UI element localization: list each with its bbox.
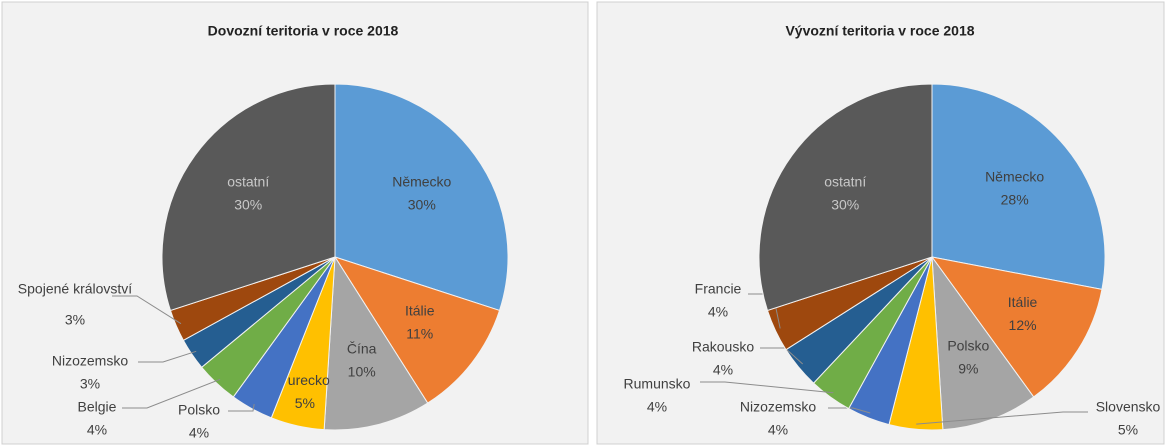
slice-label: ostatní — [227, 174, 269, 190]
slice-label: Francie — [695, 281, 742, 297]
slice-label: Polsko — [947, 338, 989, 354]
chart-title: Vývozní teritoria v roce 2018 — [785, 23, 974, 39]
pie-slice — [334, 83, 509, 312]
slice-label: Slovensko — [1096, 399, 1161, 415]
pie-slice — [333, 256, 501, 404]
slice-label: Čína — [347, 341, 377, 357]
value-label: 4% — [87, 422, 107, 438]
slice-label: Itálie — [1008, 294, 1038, 310]
slice-label: Belgie — [78, 399, 117, 415]
slice-label: Spojené království — [18, 281, 133, 297]
value-label: 4% — [768, 422, 788, 438]
value-label: 4% — [708, 304, 728, 320]
slice-label: Německo — [392, 174, 451, 190]
value-label: 10% — [348, 364, 376, 380]
value-label: 4% — [647, 399, 667, 415]
slice-label: ostatní — [824, 174, 866, 190]
value-label: 12% — [1009, 317, 1037, 333]
slice-label: Itálie — [405, 302, 435, 318]
pie-slice — [161, 83, 336, 312]
value-label: 30% — [831, 197, 859, 213]
value-label: 4% — [713, 362, 733, 378]
value-label: 5% — [295, 395, 315, 411]
chart-title: Dovozní teritoria v roce 2018 — [208, 23, 399, 39]
slice-label: Nizozemsko — [740, 399, 816, 415]
leader-line — [112, 295, 182, 325]
slice-label: Nizozemsko — [52, 353, 128, 369]
value-label: 4% — [189, 425, 209, 441]
leader-line — [828, 407, 871, 414]
pie-slice — [323, 255, 429, 431]
pie-slice — [931, 255, 1035, 431]
slice-label: Rumunsko — [624, 376, 691, 392]
leader-line — [138, 350, 197, 363]
pie-slice — [930, 256, 1103, 398]
value-label: 30% — [408, 197, 436, 213]
value-label: 30% — [234, 197, 262, 213]
value-label: 11% — [406, 325, 433, 341]
value-label: 3% — [65, 312, 85, 328]
leader-line — [228, 403, 255, 412]
slice-label: Polsko — [178, 402, 220, 418]
leader-line — [916, 411, 1088, 425]
slice-label: Rakousko — [692, 339, 754, 355]
pie-slice — [758, 83, 933, 312]
leader-line — [700, 381, 834, 394]
value-label: 9% — [958, 361, 978, 377]
value-label: 5% — [1118, 422, 1138, 438]
slice-label: Turecko — [280, 372, 330, 388]
value-label: 28% — [1001, 191, 1029, 207]
value-label: 3% — [80, 376, 100, 392]
leader-line — [122, 378, 221, 409]
slice-label: Německo — [985, 168, 1044, 184]
pie-slice — [931, 83, 1106, 291]
